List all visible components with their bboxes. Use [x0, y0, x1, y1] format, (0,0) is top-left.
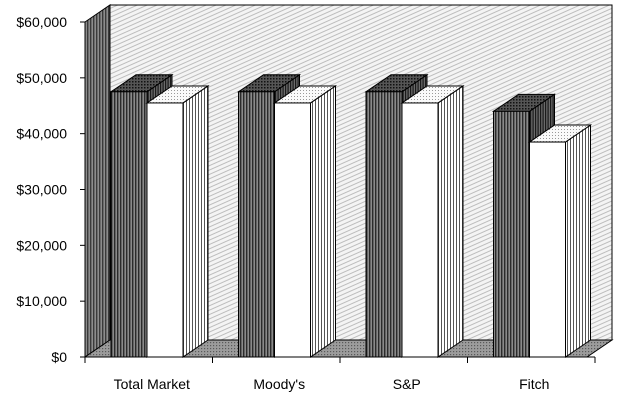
- bar-front: [238, 91, 275, 358]
- x-tick-label: Total Market: [114, 376, 190, 392]
- y-tick-label: $30,000: [16, 182, 67, 198]
- bar-front: [529, 141, 566, 358]
- y-tick-label: $10,000: [16, 293, 67, 309]
- bar-front: [365, 91, 403, 358]
- y-axis-ticks: $0 $10,000 $20,000 $30,000 $40,000 $50,000 $60…: [16, 14, 85, 365]
- y-tick-label: $0: [51, 349, 67, 365]
- x-axis-ticks: Total Market Moody's S&P Fitch: [84, 357, 596, 392]
- x-tick-label: Moody's: [253, 376, 305, 392]
- y-tick-label: $40,000: [16, 126, 67, 142]
- y-tick-label: $20,000: [16, 237, 67, 253]
- bar-front: [146, 102, 184, 358]
- bar-side: [310, 85, 336, 358]
- bar-front: [401, 102, 439, 358]
- y-tick-label: $50,000: [16, 70, 67, 86]
- y-tick-label: $60,000: [16, 14, 67, 30]
- bar-1-2: [400, 85, 465, 358]
- bar-side: [182, 85, 209, 358]
- bar-side: [565, 124, 591, 358]
- bars: [109, 73, 593, 358]
- x-tick-label: S&P: [393, 376, 421, 392]
- bar-front: [274, 102, 311, 358]
- x-tick-label: Fitch: [519, 376, 549, 392]
- bar-1-1: [272, 85, 338, 358]
- bar-1-0: [145, 85, 210, 358]
- bar-front: [493, 110, 530, 358]
- bar-side: [437, 85, 464, 358]
- bar-1-3: [527, 124, 593, 358]
- left-wall: [84, 4, 111, 358]
- bar-front: [110, 91, 148, 358]
